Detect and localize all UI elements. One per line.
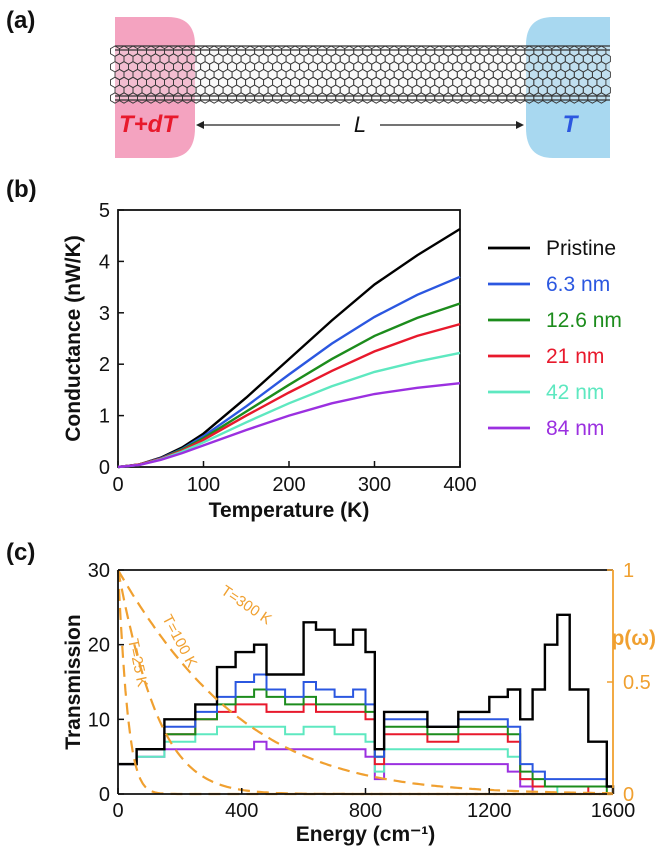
x-tick-label: 0 [112, 800, 123, 822]
cold-temperature-label: T [563, 111, 580, 138]
y-tick-label: 0 [99, 784, 110, 806]
arrowhead-left-icon [196, 121, 204, 129]
x-tick-label: 400 [225, 800, 258, 822]
y-tick-label: 10 [88, 709, 110, 731]
hot-temperature-label: T+dT [119, 111, 179, 138]
occupation-curve [116, 569, 613, 796]
series-line-42-nm [117, 351, 461, 469]
panel-a-label: (a) [6, 7, 35, 34]
occupation-curve [116, 569, 613, 796]
series-line-12-6-nm [117, 302, 461, 469]
y2-axis-label: p(ω) [611, 627, 656, 650]
y-tick-label: 4 [99, 251, 110, 273]
y2-tick-label: 1 [623, 560, 634, 582]
x-axis-label: Temperature (K) [209, 499, 370, 522]
x-tick-label: 400 [443, 474, 476, 496]
carbon-nanotube [110, 45, 611, 104]
y-tick-label: 20 [88, 635, 110, 657]
x-tick-label: 800 [349, 800, 382, 822]
cold-contact [526, 17, 610, 158]
legend-label: 12.6 nm [546, 309, 622, 332]
x-tick-label: 100 [187, 474, 220, 496]
occupation-curve-label: T=300 K [218, 582, 275, 628]
y-axis-label: Transmission [62, 614, 85, 749]
legend-label: 6.3 nm [546, 273, 610, 296]
y2-tick-label: 0.5 [623, 672, 651, 694]
transmission-line-6-3-nm [118, 673, 614, 794]
series-line-6-3-nm [117, 275, 461, 469]
occupation-curve-label: T=25 K [124, 637, 151, 688]
y-tick-label: 5 [99, 200, 110, 222]
transmission-line-pristine [118, 613, 615, 794]
panel-b-label: (b) [6, 176, 37, 203]
hot-contact [115, 17, 195, 158]
length-label: L [354, 112, 366, 137]
y-tick-label: 1 [99, 406, 110, 428]
x-tick-label: 200 [272, 474, 305, 496]
nanotube-schematic: T+dT T L [110, 17, 611, 158]
legend-label: Pristine [546, 237, 616, 260]
x-axis-label: Energy (cm⁻¹) [296, 823, 435, 846]
y2-tick-label: 0 [623, 784, 634, 806]
conductance-chart: 0 100 200 300 400 0 1 2 3 4 5 Temperature (K) Conduc… [62, 200, 622, 522]
occupation-curve [117, 569, 613, 795]
series-line-84-nm [117, 382, 461, 469]
y-tick-label: 3 [99, 303, 110, 325]
arrowhead-right-icon [516, 121, 524, 129]
y-axis-label: Conductance (nW/K) [62, 235, 85, 441]
x-tick-label: 1200 [467, 800, 512, 822]
y-tick-label: 30 [88, 560, 110, 582]
series-line-21-nm [117, 322, 461, 469]
x-tick-label: 300 [358, 474, 391, 496]
y-tick-label: 0 [99, 457, 110, 479]
series-line-pristine [117, 227, 461, 469]
transmission-chart: T=300 KT=100 KT=25 K0 400 800 1200 160001020… [62, 560, 656, 846]
x-tick-label: 0 [112, 474, 123, 496]
y-tick-label: 2 [99, 354, 110, 376]
legend-label: 42 nm [546, 381, 604, 404]
legend-label: 84 nm [546, 417, 604, 440]
legend-label: 21 nm [546, 345, 604, 368]
transmission-line-42-nm [118, 725, 613, 795]
x-tick-label: 1600 [591, 800, 636, 822]
panel-c-label: (c) [6, 539, 35, 566]
